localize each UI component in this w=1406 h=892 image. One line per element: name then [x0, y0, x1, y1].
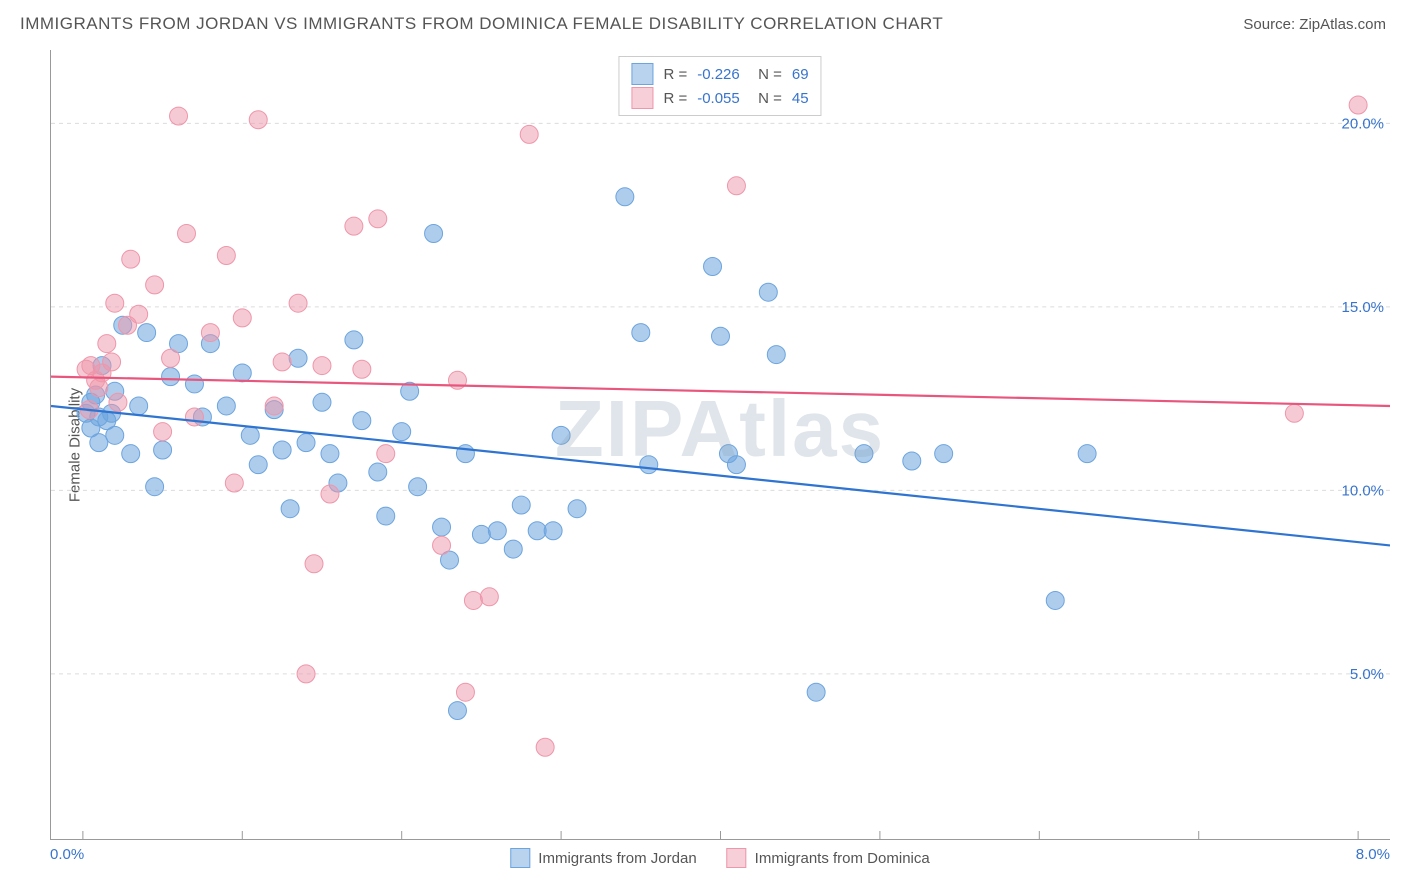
series-legend: Immigrants from Jordan Immigrants from D…	[510, 848, 929, 868]
legend-label-jordan: Immigrants from Jordan	[538, 850, 696, 867]
correlation-row-dominica: R = -0.055 N = 45	[631, 87, 808, 109]
header: IMMIGRANTS FROM JORDAN VS IMMIGRANTS FRO…	[0, 0, 1406, 44]
r-label: R =	[663, 90, 687, 107]
swatch-jordan-icon	[510, 848, 530, 868]
source-value: ZipAtlas.com	[1299, 16, 1386, 33]
legend-item-jordan: Immigrants from Jordan	[510, 848, 696, 868]
n-value-jordan: 69	[792, 66, 809, 83]
r-value-jordan: -0.226	[697, 66, 740, 83]
svg-text:10.0%: 10.0%	[1342, 482, 1384, 499]
svg-text:5.0%: 5.0%	[1350, 666, 1384, 683]
svg-text:15.0%: 15.0%	[1342, 299, 1384, 316]
page-title: IMMIGRANTS FROM JORDAN VS IMMIGRANTS FRO…	[20, 14, 943, 34]
n-value-dominica: 45	[792, 90, 809, 107]
n-label: N =	[750, 90, 782, 107]
source-label: Source:	[1243, 16, 1299, 33]
r-value-dominica: -0.055	[697, 90, 740, 107]
legend-label-dominica: Immigrants from Dominica	[755, 850, 930, 867]
svg-text:20.0%: 20.0%	[1342, 115, 1384, 132]
x-tick-left: 0.0%	[50, 846, 84, 863]
swatch-dominica-icon	[631, 87, 653, 109]
legend-item-dominica: Immigrants from Dominica	[727, 848, 930, 868]
n-label: N =	[750, 66, 782, 83]
scatter-chart: Female Disability 5.0%10.0%15.0%20.0% ZI…	[50, 50, 1390, 840]
source-attribution: Source: ZipAtlas.com	[1243, 16, 1386, 33]
correlation-row-jordan: R = -0.226 N = 69	[631, 63, 808, 85]
plot-area: 5.0% 10.0% 15.0% 20.0%	[50, 50, 1390, 840]
x-tick-right: 8.0%	[1356, 846, 1390, 863]
r-label: R =	[663, 66, 687, 83]
swatch-dominica-icon	[727, 848, 747, 868]
swatch-jordan-icon	[631, 63, 653, 85]
correlation-legend: R = -0.226 N = 69 R = -0.055 N = 45	[618, 56, 821, 116]
